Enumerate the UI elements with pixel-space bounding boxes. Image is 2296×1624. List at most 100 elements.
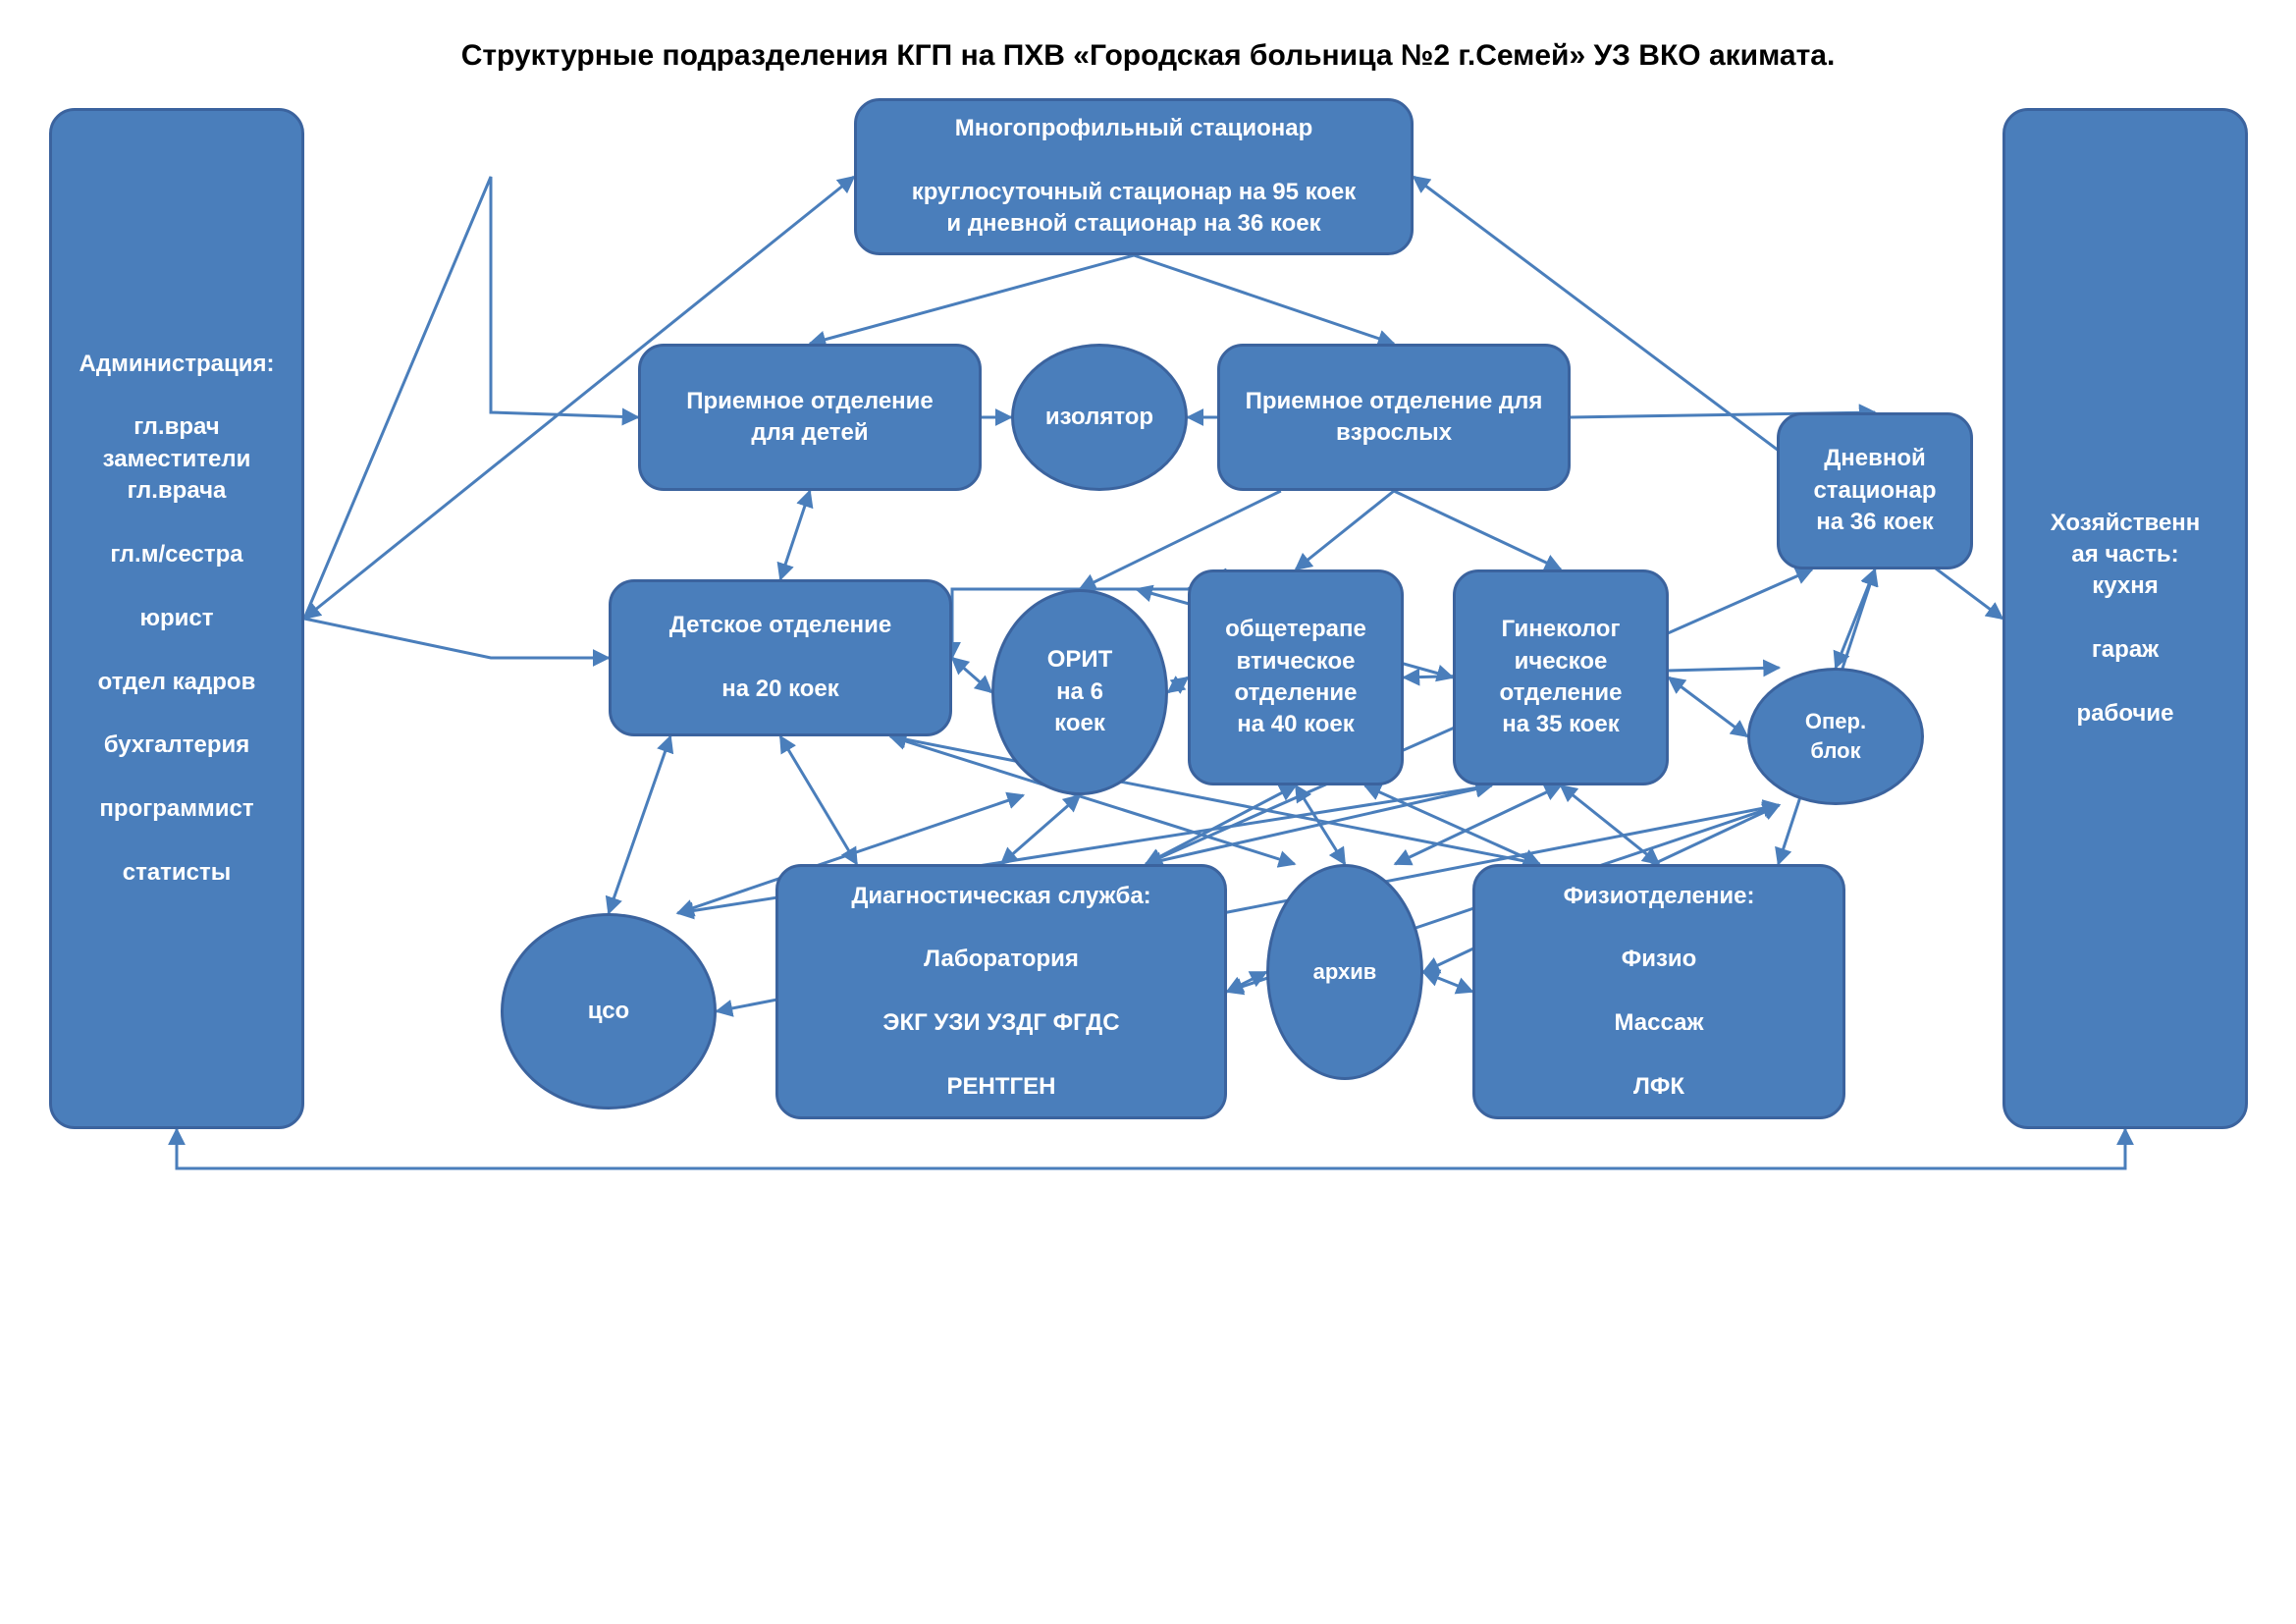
node-text-line: гл.м/сестра — [110, 539, 242, 570]
node-text-line: взрослых — [1336, 417, 1452, 449]
edge-reception_adults-gyneco — [1394, 491, 1561, 569]
edge-therapy-physio — [1364, 785, 1539, 864]
node-text-line: отделение — [1235, 677, 1358, 709]
node-text-line: программист — [99, 793, 253, 825]
node-text-line — [998, 912, 1005, 944]
node-text-line — [998, 1040, 1005, 1071]
edge-children_dept-diagnostic — [780, 736, 857, 864]
edge-main_hospital-reception_adults — [1134, 255, 1394, 344]
node-text-line: гараж — [2092, 634, 2159, 666]
node-text-line: Приемное отделение для — [1246, 386, 1543, 417]
node-text-line: втическое — [1237, 646, 1356, 677]
node-text-line — [1656, 1040, 1663, 1071]
node-reception_children: Приемное отделениедля детей — [638, 344, 982, 491]
node-text-line: стационар — [1813, 475, 1936, 507]
node-text-line: на 36 коек — [1816, 507, 1934, 538]
node-text-line: ая часть: — [2071, 539, 2178, 570]
node-therapy: общетерапевтическоеотделениена 40 коек — [1188, 569, 1404, 785]
node-text-line — [174, 508, 181, 539]
node-text-line: Лаборатория — [924, 944, 1079, 975]
node-oper_block: Опер.блок — [1747, 668, 1924, 805]
node-text-line — [1656, 976, 1663, 1007]
node-text-line: гл.врача — [128, 475, 227, 507]
edge-main_hospital-reception_children — [810, 255, 1134, 344]
node-text-line — [2122, 667, 2129, 698]
node-text-line: коек — [1054, 708, 1105, 739]
node-text-line: цсо — [588, 996, 629, 1027]
edge-gyneco-diagnostic — [1146, 785, 1491, 864]
node-text-line: отдел кадров — [98, 667, 256, 698]
node-diagnostic: Диагностическая служба: Лаборатория ЭКГ … — [775, 864, 1227, 1119]
node-text-line: гл.врач — [133, 411, 219, 443]
node-text-line: Гинеколог — [1502, 614, 1621, 645]
node-text-line: отделение — [1500, 677, 1623, 709]
edge-reception_adults-therapy — [1296, 491, 1394, 569]
node-text-line: кухня — [2092, 570, 2159, 602]
node-text-line: и дневной стационар на 36 коек — [946, 208, 1320, 240]
edge-admin-reception_children — [304, 177, 638, 619]
node-text-line: Массаж — [1615, 1007, 1704, 1039]
edge-physio-archive — [1423, 972, 1472, 992]
node-text-line: РЕНТГЕН — [947, 1071, 1056, 1103]
node-text-line: Администрация: — [80, 349, 275, 380]
node-text-line: Физио — [1622, 944, 1697, 975]
edge-children_dept-orit — [952, 658, 991, 692]
node-children_dept: Детское отделение на 20 коек — [609, 579, 952, 736]
node-text-line — [174, 634, 181, 666]
node-text-line: заместители — [103, 444, 251, 475]
edge-admin-children_dept — [304, 619, 609, 658]
node-text-line: на 6 — [1056, 677, 1103, 708]
edge-diagnostic-archive — [1227, 972, 1266, 992]
node-isolator: изолятор — [1011, 344, 1188, 491]
node-text-line: изолятор — [1045, 402, 1153, 433]
edge-orit-diagnostic — [1001, 795, 1080, 864]
node-archive: архив — [1266, 864, 1423, 1080]
node-text-line — [1656, 912, 1663, 944]
node-orit: ОРИТна 6коек — [991, 589, 1168, 795]
node-text-line — [174, 570, 181, 602]
edge-therapy-orit — [1168, 677, 1188, 692]
node-main_hospital: Многопрофильный стационар круглосуточный… — [854, 98, 1414, 255]
edge-admin-household — [177, 1129, 2125, 1168]
node-text-line: Физиотделение: — [1564, 881, 1755, 912]
node-text-line — [174, 380, 181, 411]
node-admin: Администрация: гл.врачзаместителигл.врач… — [49, 108, 304, 1129]
node-text-line: статисты — [123, 857, 232, 889]
node-text-line: рабочие — [2077, 698, 2174, 730]
edge-reception_children-children_dept — [780, 491, 810, 579]
node-text-line: на 35 коек — [1502, 709, 1620, 740]
node-text-line: общетерапе — [1225, 614, 1366, 645]
node-text-line: Диагностическая служба: — [851, 881, 1150, 912]
edge-gyneco-physio — [1561, 785, 1659, 864]
node-text-line: на 40 коек — [1237, 709, 1355, 740]
edge-gyneco-archive — [1395, 785, 1561, 864]
edge-gyneco-oper_block — [1669, 677, 1747, 736]
node-text-line: бухгалтерия — [104, 730, 250, 761]
node-household: Хозяйственная часть:кухня гараж рабочие — [2002, 108, 2248, 1129]
node-text-line: на 20 коек — [721, 674, 839, 705]
node-physio: Физиотделение: Физио Массаж ЛФК — [1472, 864, 1845, 1119]
node-text-line: Многопрофильный стационар — [955, 113, 1313, 144]
node-text-line: Опер. — [1805, 707, 1866, 736]
node-text-line: архив — [1313, 957, 1377, 987]
node-text-line: Хозяйственн — [2051, 508, 2201, 539]
node-text-line: юрист — [139, 603, 213, 634]
node-text-line — [174, 698, 181, 730]
node-text-line: круглосуточный стационар на 95 коек — [912, 177, 1357, 208]
edge-children_dept-cso — [609, 736, 670, 913]
node-text-line: для детей — [751, 417, 868, 449]
edge-therapy-diagnostic — [1146, 785, 1296, 864]
node-text-line — [1131, 145, 1138, 177]
node-text-line: блок — [1810, 736, 1860, 766]
node-text-line — [998, 976, 1005, 1007]
node-text-line — [2122, 603, 2129, 634]
node-gyneco: Гинекологическоеотделениена 35 коек — [1453, 569, 1669, 785]
node-text-line — [777, 642, 784, 674]
diagram-title: Структурные подразделения КГП на ПХВ «Го… — [0, 39, 2296, 73]
edge-therapy-archive — [1296, 785, 1345, 864]
diagram-stage: Структурные подразделения КГП на ПХВ «Го… — [0, 0, 2296, 1624]
node-text-line: ЭКГ УЗИ УЗДГ ФГДС — [882, 1007, 1119, 1039]
node-text-line: ОРИТ — [1047, 644, 1113, 676]
node-text-line — [174, 826, 181, 857]
edge-day_hospital-oper_block — [1836, 569, 1875, 668]
